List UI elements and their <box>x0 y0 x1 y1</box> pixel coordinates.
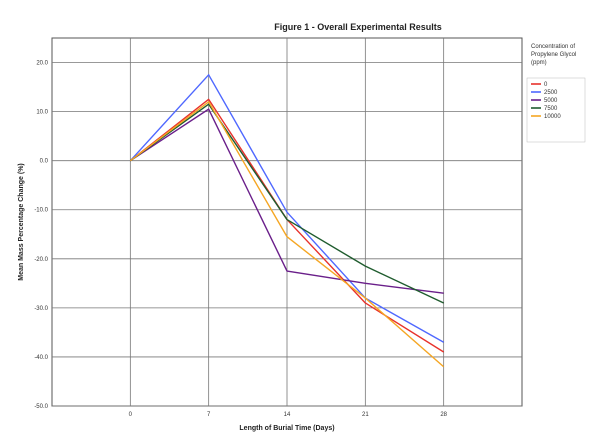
legend-entry-label: 5000 <box>544 98 558 104</box>
x-tick-label: 21 <box>362 412 369 418</box>
chart-title: Figure 1 - Overall Experimental Results <box>274 22 442 32</box>
legend-title-line-2: Propylene Glycol <box>531 52 576 58</box>
x-tick-label: 7 <box>207 412 211 418</box>
series-line-2500 <box>129 74 445 343</box>
y-tick-label: -10.0 <box>34 208 48 214</box>
x-tick-label: 28 <box>440 412 447 418</box>
legend-title-line-3: (ppm) <box>531 60 547 66</box>
y-tick-label: -50.0 <box>34 404 48 410</box>
y-tick-labels: 20.0 10.0 0.0 -10.0 -20.0 -30.0 -40.0 -50.0 <box>34 61 48 410</box>
legend-entry-label: 10000 <box>544 114 561 120</box>
legend-items: 0 2500 5000 7500 10000 <box>531 82 561 120</box>
legend-entry-label: 2500 <box>544 90 558 96</box>
y-tick-label: -20.0 <box>34 257 48 263</box>
legend-box <box>526 77 586 143</box>
x-tick-labels: 0 7 14 21 28 <box>129 412 448 418</box>
legend-title: Concentration of Propylene Glycol (ppm) <box>531 44 578 66</box>
legend-entry-label: 0 <box>544 82 548 88</box>
x-tick-label: 0 <box>129 412 133 418</box>
legend: Concentration of Propylene Glycol (ppm) … <box>526 44 586 143</box>
y-tick-label: 0.0 <box>40 159 49 165</box>
x-tick-label: 14 <box>284 412 291 418</box>
x-axis-label: Length of Burial Time (Days) <box>239 425 334 432</box>
series-line-5000 <box>129 108 444 294</box>
y-tick-label: -40.0 <box>34 355 48 361</box>
y-tick-label: 20.0 <box>36 61 48 67</box>
y-axis-label: Mean Mass Percentage Change (%) <box>18 163 25 280</box>
y-tick-label: -30.0 <box>34 306 48 312</box>
series-line-10000 <box>129 101 445 368</box>
series-lines <box>129 74 445 368</box>
legend-entry-label: 7500 <box>544 106 558 112</box>
legend-title-line-1: Concentration of <box>531 44 575 50</box>
y-tick-label: 10.0 <box>36 110 48 116</box>
series-line-7500 <box>129 103 444 304</box>
